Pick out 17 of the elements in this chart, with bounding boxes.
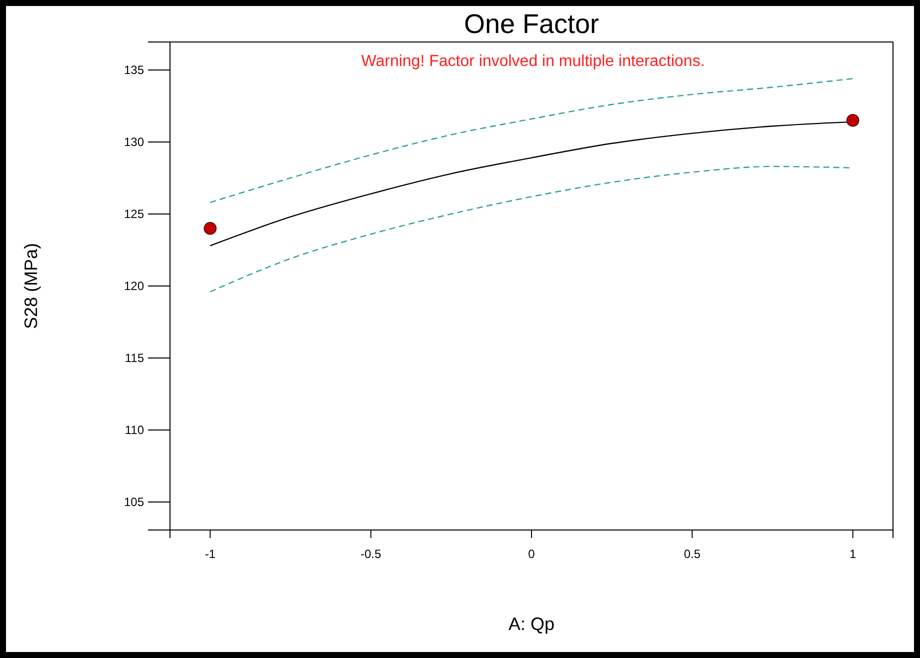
y-tick-label: 110 (124, 422, 144, 437)
x-tick-label: -1 (204, 546, 216, 561)
x-tick-label: 1 (849, 546, 856, 561)
x-tick-label: 0 (528, 546, 536, 561)
y-tick-label: 105 (124, 494, 144, 509)
y-tick-label: 115 (124, 350, 144, 365)
chart-title: One Factor (464, 9, 600, 39)
y-tick-label: 135 (124, 62, 144, 77)
annotation: Warning! Factor involved in multiple interactions. (361, 53, 705, 70)
x-tick-label: -0.5 (360, 546, 382, 561)
y-tick-label: 130 (124, 134, 144, 149)
y-axis-title: S28 (MPa) (21, 242, 41, 330)
line-series (210, 78, 854, 204)
y-tick-label: 125 (124, 206, 144, 221)
x-tick-label: 0.5 (684, 546, 701, 561)
x-axis-title: A: Qp (508, 614, 555, 634)
y-tick-label: 120 (124, 278, 144, 293)
